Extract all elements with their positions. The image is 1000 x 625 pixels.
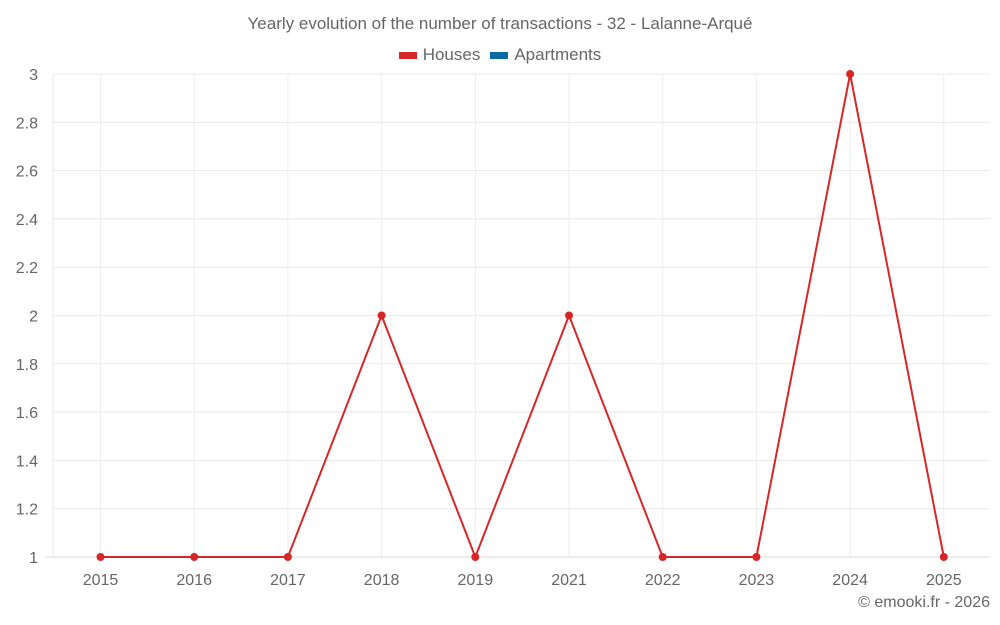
legend-item-apartments[interactable]: Apartments [490,45,601,65]
x-tick-label: 2022 [645,572,681,589]
y-tick-label: 3 [29,67,38,84]
data-point[interactable] [565,311,573,320]
data-point[interactable] [283,553,292,561]
chart-title: Yearly evolution of the number of transa… [247,14,753,33]
grid-lines [45,73,990,558]
data-point[interactable] [752,553,761,561]
data-point[interactable] [846,70,855,78]
apartments-swatch-icon [490,51,509,59]
series-houses [96,70,948,561]
legend-label-apartments: Apartments [514,45,602,64]
data-point[interactable] [96,553,105,561]
data-point[interactable] [377,311,386,320]
y-tick-label: 1.2 [16,502,38,519]
x-tick-label: 2017 [270,572,306,589]
y-axis: 1 1.2 1.4 1.6 1.8 2 2.2 2.4 2.6 2.8 3 [16,67,38,567]
data-point[interactable] [939,553,948,561]
y-tick-label: 2.2 [16,260,38,277]
data-point[interactable] [190,553,199,561]
data-point[interactable] [471,553,480,561]
y-tick-label: 1.4 [16,453,38,470]
houses-swatch-icon [398,51,417,59]
x-tick-label: 2025 [926,572,962,589]
legend: Houses Apartments [0,45,1000,65]
x-tick-label: 2019 [458,572,494,589]
y-tick-label: 2.6 [16,164,38,181]
x-tick-label: 2015 [83,572,119,589]
x-tick-label: 2018 [364,572,400,589]
y-tick-label: 1.6 [16,405,38,422]
y-tick-label: 2.4 [16,212,38,229]
x-tick-label: 2021 [551,572,587,589]
y-tick-label: 1.8 [16,357,38,374]
data-point[interactable] [658,553,667,561]
x-tick-label: 2023 [739,572,775,589]
y-tick-label: 2 [29,309,38,326]
y-tick-label: 1 [29,550,38,567]
copyright-credit: © emooki.fr - 2026 [858,594,990,611]
y-tick-label: 2.8 [16,115,38,132]
legend-item-houses[interactable]: Houses [398,45,481,65]
x-tick-label: 2024 [832,572,868,589]
x-tick-label: 2016 [176,572,212,589]
legend-label-houses: Houses [422,45,481,64]
x-axis: 2015 2016 2017 2018 2019 2021 2022 2023 2024 2025 [83,572,962,589]
